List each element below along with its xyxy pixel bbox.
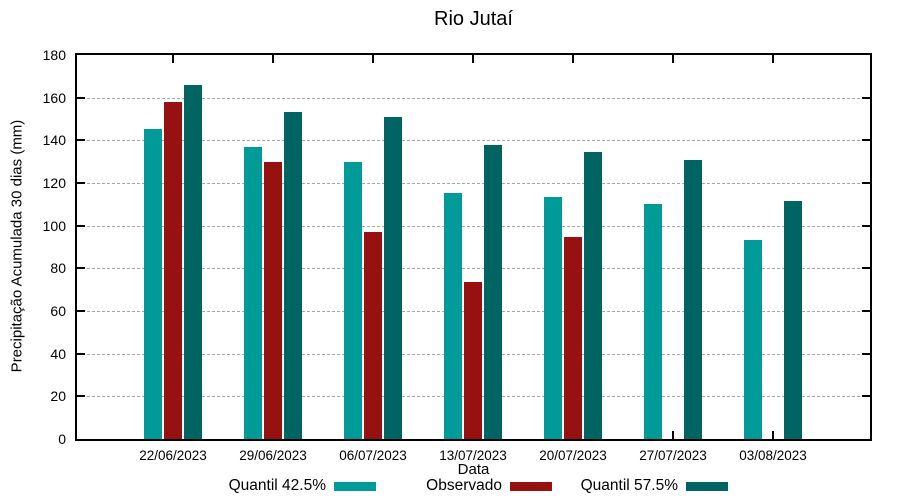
y-tick-label: 100 (42, 217, 66, 234)
bar-observado (364, 232, 382, 439)
x-axis-tick (272, 55, 274, 63)
x-tick-label: 06/07/2023 (339, 448, 407, 463)
x-tick-label: 22/06/2023 (139, 448, 207, 463)
y-axis-tick (77, 267, 85, 270)
x-tick-label: 27/07/2023 (639, 448, 707, 463)
legend-item: Quantil 42.5% (229, 477, 376, 495)
gridline (77, 268, 870, 270)
x-tick-label: 03/08/2023 (739, 448, 807, 463)
x-tick-label: 29/06/2023 (239, 448, 307, 463)
bar-quantil-57-5 (684, 159, 702, 439)
bar-quantil-42-5 (144, 128, 162, 439)
y-axis-tick (862, 395, 870, 398)
y-tick-label: 80 (50, 260, 66, 277)
x-axis-tick (772, 431, 774, 439)
x-axis-tick (372, 55, 374, 63)
y-axis-tick (862, 267, 870, 270)
x-axis-tick (672, 55, 674, 63)
x-axis-tick (172, 55, 174, 63)
y-tick-label: 120 (42, 175, 66, 191)
legend-label: Observado (426, 477, 502, 494)
x-axis-label: Data (457, 461, 490, 478)
legend-swatch (686, 481, 728, 491)
chart-title: Rio Jutaí (434, 8, 513, 30)
bar-quantil-57-5 (584, 152, 602, 439)
y-axis-tick (77, 139, 85, 142)
bar-quantil-57-5 (184, 84, 202, 439)
x-axis-tick (772, 55, 774, 63)
bar-quantil-57-5 (484, 144, 502, 439)
y-axis-tick (77, 352, 85, 355)
bar-quantil-42-5 (744, 239, 762, 439)
y-axis-tick (77, 310, 85, 312)
x-axis-tick (672, 431, 674, 439)
gridline (77, 225, 870, 227)
bar-quantil-57-5 (784, 201, 802, 439)
legend-swatch (510, 481, 552, 491)
x-axis-tick (472, 55, 474, 63)
gridline (77, 140, 870, 142)
bar-quantil-57-5 (384, 116, 402, 439)
y-axis-tick (77, 395, 85, 398)
y-tick-label: 160 (42, 89, 66, 106)
bar-observado (464, 282, 482, 439)
y-tick-label: 40 (50, 345, 66, 362)
legend-item: Quantil 57.5% (581, 477, 728, 495)
y-tick-label: 60 (50, 303, 66, 319)
legend-label: Quantil 57.5% (580, 477, 678, 494)
y-axis-tick (77, 224, 85, 227)
y-axis-tick (77, 96, 85, 99)
x-axis-tick (572, 55, 574, 63)
y-axis-tick (862, 139, 870, 142)
y-axis-tick (862, 224, 870, 227)
gridline (77, 97, 870, 99)
bar-quantil-42-5 (644, 204, 662, 439)
y-tick-label: 0 (58, 431, 66, 447)
legend-swatch (334, 481, 376, 491)
y-axis-tick (77, 182, 85, 184)
y-tick-label: 180 (42, 47, 66, 63)
bar-quantil-42-5 (344, 161, 362, 439)
bar-quantil-57-5 (284, 111, 302, 439)
x-tick-label: 20/07/2023 (539, 448, 607, 463)
y-axis-tick (862, 182, 870, 184)
y-tick-label: 140 (42, 132, 66, 149)
bar-observado (164, 101, 182, 439)
legend-item: Observado (426, 477, 552, 495)
y-axis-tick (862, 352, 870, 355)
y-tick-label: 20 (50, 388, 66, 405)
plot-area (75, 53, 872, 441)
legend-label: Quantil 42.5% (228, 477, 326, 494)
y-axis-tick (862, 310, 870, 312)
bar-quantil-42-5 (444, 192, 462, 439)
bar-quantil-42-5 (244, 146, 262, 439)
bar-observado (564, 237, 582, 439)
gridline (77, 183, 870, 184)
x-tick-label: 13/07/2023 (439, 448, 507, 463)
y-axis-label: Precipitação Acumulada 30 dias (mm) (8, 119, 26, 373)
bar-observado (264, 161, 282, 439)
bar-quantil-42-5 (544, 196, 562, 439)
y-axis-tick (862, 96, 870, 99)
